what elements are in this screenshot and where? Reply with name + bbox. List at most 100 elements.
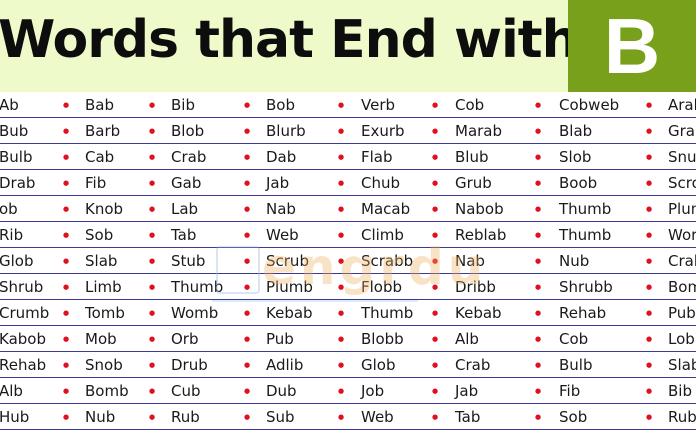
word-item: Exurb [361, 122, 405, 140]
row-divider [0, 351, 696, 352]
bullet-icon: ● [535, 413, 542, 421]
bullet-icon: ● [646, 179, 653, 187]
bullet-icon: ● [149, 283, 156, 291]
bullet-icon: ● [432, 231, 439, 239]
bullet-icon: ● [535, 231, 542, 239]
word-item: Rub [668, 408, 696, 426]
word-item: Orb [171, 330, 199, 348]
word-item: Nab [266, 200, 296, 218]
word-item: Blurb [266, 122, 306, 140]
bullet-icon: ● [646, 413, 653, 421]
word-row: ob ● Knob ● Lab ● Nab ● Macab ● Nabob ● Thumb ● Plum [0, 196, 696, 222]
word-item: Kabob [0, 330, 46, 348]
word-item: Glob [0, 252, 34, 270]
bullet-icon: ● [432, 309, 439, 317]
bullet-icon: ● [149, 127, 156, 135]
bullet-icon: ● [432, 101, 439, 109]
bullet-icon: ● [63, 153, 70, 161]
bullet-icon: ● [646, 335, 653, 343]
word-item: Jab [266, 174, 290, 192]
word-row: Crumb ● Tomb ● Womb ● Kebab ● Thumb ● Kebab ● Rehab ●… [0, 300, 696, 326]
word-item: Cab [85, 148, 115, 166]
bullet-icon: ● [432, 257, 439, 265]
bullet-icon: ● [338, 413, 345, 421]
bullet-icon: ● [338, 101, 345, 109]
word-item: Tab [171, 226, 197, 244]
word-item: Thumb [171, 278, 224, 296]
word-item: Sob [85, 226, 114, 244]
word-item: Dub [266, 382, 297, 400]
bullet-icon: ● [535, 335, 542, 343]
bullet-icon: ● [244, 257, 251, 265]
bullet-icon: ● [338, 231, 345, 239]
bullet-icon: ● [244, 179, 251, 187]
word-item: Gab [171, 174, 202, 192]
bullet-icon: ● [63, 309, 70, 317]
bullet-icon: ● [149, 101, 156, 109]
bullet-icon: ● [432, 361, 439, 369]
word-item: Rub [171, 408, 200, 426]
bullet-icon: ● [244, 387, 251, 395]
word-row: Rib ● Sob ● Tab ● Web ● Climb ● Reblab ● Thumb ● Wor [0, 222, 696, 248]
word-grid: Ab●Bab●Bib●Bob●Verb●Cob●Cobweb●ArabBub●B… [0, 92, 696, 430]
word-item: Womb [171, 304, 219, 322]
bullet-icon: ● [535, 101, 542, 109]
bullet-icon: ● [535, 283, 542, 291]
word-item: Macab [361, 200, 411, 218]
word-item: Rehab [0, 356, 47, 374]
bullet-icon: ● [244, 335, 251, 343]
word-item: Fib [559, 382, 581, 400]
word-item: Drub [171, 356, 208, 374]
bullet-icon: ● [63, 205, 70, 213]
word-item: Cub [171, 382, 201, 400]
word-item: Grab [668, 122, 696, 140]
word-item: Cob [455, 96, 485, 114]
bullet-icon: ● [338, 205, 345, 213]
word-item: Slab [85, 252, 118, 270]
word-item: Slab [668, 356, 696, 374]
row-divider [0, 403, 696, 404]
bullet-icon: ● [149, 387, 156, 395]
word-item: Blab [559, 122, 593, 140]
bullet-icon: ● [338, 283, 345, 291]
word-item: Bom [668, 278, 696, 296]
word-item: Dab [266, 148, 297, 166]
bullet-icon: ● [244, 127, 251, 135]
word-item: Sob [559, 408, 588, 426]
bullet-icon: ● [535, 179, 542, 187]
word-item: Snu [668, 148, 696, 166]
word-item: Slob [559, 148, 592, 166]
word-item: Marab [455, 122, 503, 140]
word-item: Shrub [0, 278, 44, 296]
word-item: Cob [559, 330, 589, 348]
word-item: Wor [668, 226, 696, 244]
word-item: Snob [85, 356, 123, 374]
word-item: Sub [266, 408, 295, 426]
word-item: Bob [266, 96, 295, 114]
word-item: Bib [668, 382, 692, 400]
row-divider [0, 299, 696, 300]
word-item: Ab [0, 96, 19, 114]
bullet-icon: ● [432, 283, 439, 291]
word-item: Nab [455, 252, 485, 270]
word-item: Bulb [559, 356, 593, 374]
word-item: Bub [0, 122, 29, 140]
word-item: Rib [0, 226, 24, 244]
word-item: Plum [668, 200, 696, 218]
word-item: Pub [266, 330, 294, 348]
word-item: Crumb [0, 304, 50, 322]
bullet-icon: ● [535, 309, 542, 317]
word-row: Glob ● Slab ● Stub ● Scrub ● Scrabb ● Nab ● Nub ● Crab [0, 248, 696, 274]
bullet-icon: ● [338, 361, 345, 369]
bullet-icon: ● [432, 127, 439, 135]
bullet-icon: ● [338, 179, 345, 187]
bullet-icon: ● [244, 101, 251, 109]
bullet-icon: ● [432, 387, 439, 395]
row-divider [0, 143, 696, 144]
bullet-icon: ● [432, 179, 439, 187]
word-item: Arab [668, 96, 696, 114]
word-item: Stub [171, 252, 206, 270]
word-item: Bab [85, 96, 115, 114]
bullet-icon: ● [432, 153, 439, 161]
